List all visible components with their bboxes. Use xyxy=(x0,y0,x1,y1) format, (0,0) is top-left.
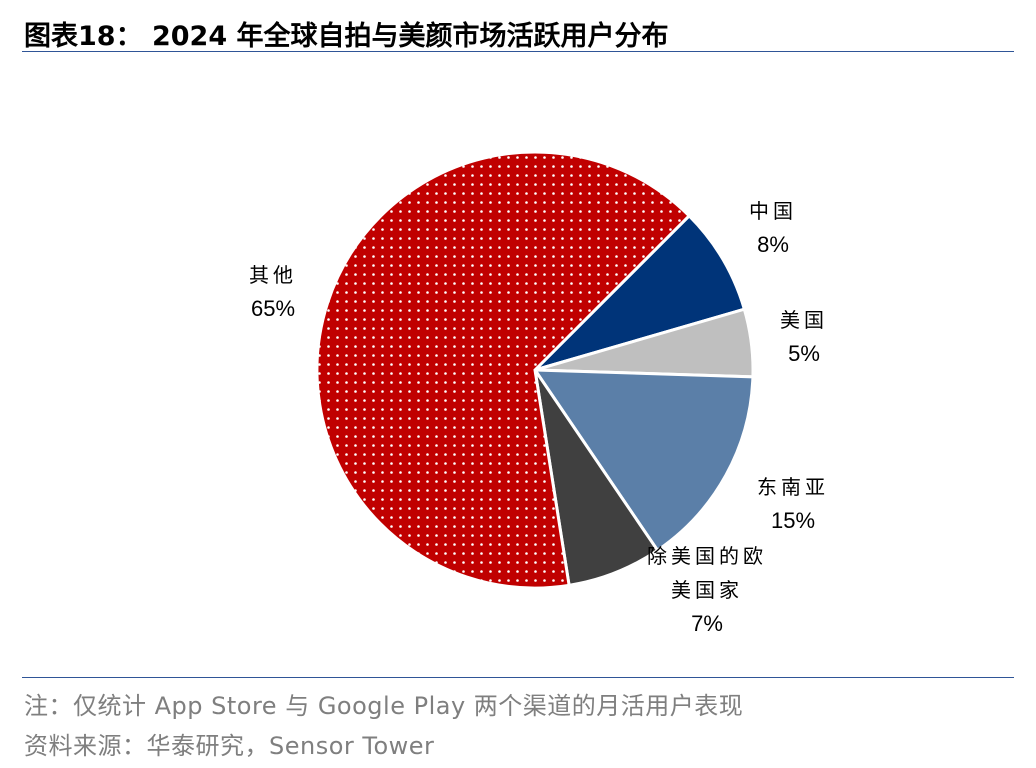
slice-label: 东南亚 15% xyxy=(723,470,863,538)
title-rule xyxy=(22,51,1014,52)
slice-label: 中国 8% xyxy=(703,194,843,262)
category-label: 美国 xyxy=(780,308,828,332)
category-label: 除美国的欧美国家 xyxy=(647,544,767,602)
chart-title: 图表18： 2024 年全球自拍与美颜市场活跃用户分布 xyxy=(24,21,669,52)
value-label: 8% xyxy=(757,232,789,257)
slice-label: 除美国的欧美国家 7% xyxy=(637,539,777,641)
value-label: 65% xyxy=(250,296,296,321)
category-label: 东南亚 xyxy=(757,475,829,499)
slice-label: 其他 65% xyxy=(203,258,343,326)
category-label: 中国 xyxy=(749,199,797,223)
value-label: 5% xyxy=(788,341,820,366)
value-label: 7% xyxy=(691,611,723,636)
footer-rule xyxy=(22,677,1014,678)
source: 资料来源：华泰研究，Sensor Tower xyxy=(24,732,435,760)
value-label: 15% xyxy=(770,508,816,533)
pie-slice xyxy=(532,368,755,553)
slice-label: 美国 5% xyxy=(734,303,874,371)
pie-slice xyxy=(315,150,692,590)
note: 注：仅统计 App Store 与 Google Play 两个渠道的月活用户表… xyxy=(24,692,744,720)
pie-slice xyxy=(533,213,747,372)
category-label: 其他 xyxy=(249,263,297,287)
